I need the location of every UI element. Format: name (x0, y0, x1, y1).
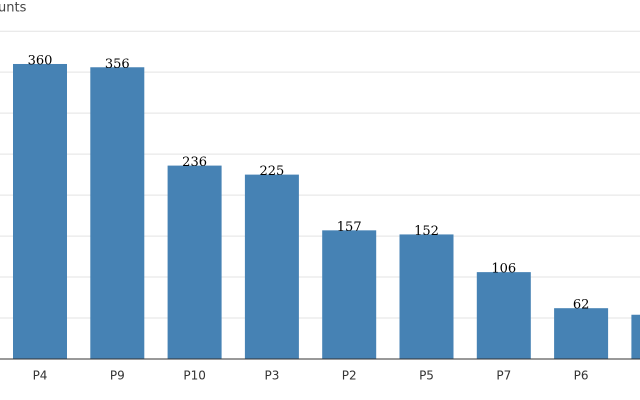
x-tick-label: P9 (110, 369, 125, 383)
x-tick-label: P10 (183, 369, 206, 383)
bar (476, 272, 531, 359)
x-tick-label: P7 (496, 369, 511, 383)
x-tick-label: P4 (33, 369, 48, 383)
bar (554, 308, 609, 359)
bar (399, 234, 454, 359)
value-label: 225 (259, 164, 284, 179)
value-label: 106 (491, 262, 516, 277)
chart-title: unts (0, 1, 27, 16)
value-label: 360 (28, 53, 53, 68)
bar (244, 174, 299, 359)
value-label: 236 (182, 155, 207, 170)
value-label: 62 (573, 298, 590, 313)
value-label: 356 (105, 57, 130, 72)
x-tick-label: P5 (419, 369, 434, 383)
x-tick-label: P6 (574, 369, 589, 383)
bar (631, 314, 640, 359)
bar (13, 63, 67, 359)
value-label: 152 (414, 224, 439, 239)
x-tick-label: P3 (264, 369, 279, 383)
bar (90, 67, 145, 360)
value-label: 157 (337, 220, 362, 235)
bar (167, 165, 222, 359)
x-tick-label: P2 (342, 369, 357, 383)
bar (322, 230, 377, 359)
